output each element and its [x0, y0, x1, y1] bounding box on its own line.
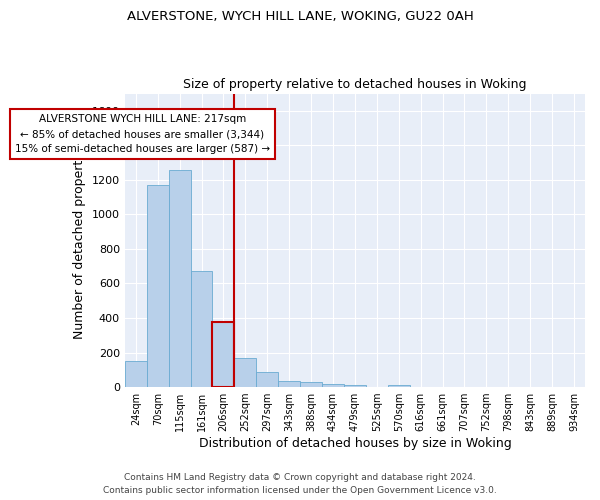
- Bar: [212, 322, 235, 387]
- Bar: [322, 384, 344, 387]
- Text: Contains HM Land Registry data © Crown copyright and database right 2024.
Contai: Contains HM Land Registry data © Crown c…: [103, 474, 497, 495]
- Bar: [256, 372, 278, 387]
- Bar: [344, 384, 366, 387]
- Bar: [388, 385, 410, 387]
- Bar: [169, 170, 191, 387]
- X-axis label: Distribution of detached houses by size in Woking: Distribution of detached houses by size …: [199, 437, 511, 450]
- Title: Size of property relative to detached houses in Woking: Size of property relative to detached ho…: [183, 78, 527, 91]
- Bar: [147, 185, 169, 387]
- Bar: [235, 358, 256, 387]
- Text: ALVERSTONE WYCH HILL LANE: 217sqm
← 85% of detached houses are smaller (3,344)
1: ALVERSTONE WYCH HILL LANE: 217sqm ← 85% …: [15, 114, 270, 154]
- Bar: [191, 270, 212, 387]
- Bar: [300, 382, 322, 387]
- Bar: [125, 361, 147, 387]
- Y-axis label: Number of detached properties: Number of detached properties: [73, 142, 86, 339]
- Text: ALVERSTONE, WYCH HILL LANE, WOKING, GU22 0AH: ALVERSTONE, WYCH HILL LANE, WOKING, GU22…: [127, 10, 473, 23]
- Bar: [278, 380, 300, 387]
